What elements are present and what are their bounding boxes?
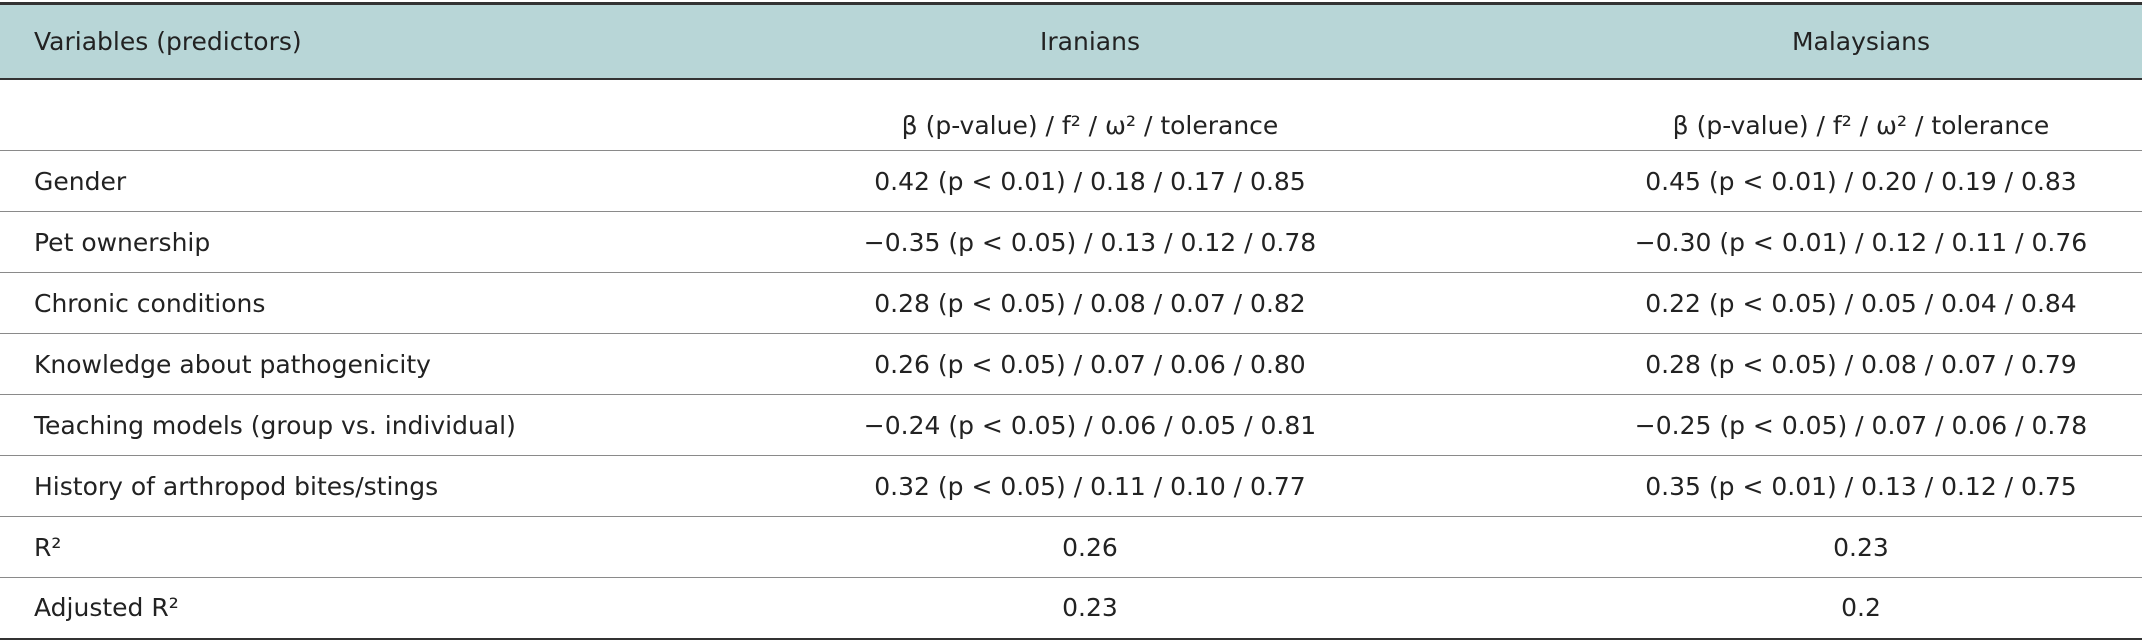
variable-cell: Gender — [34, 166, 127, 196]
table-row: Gender 0.42 (p < 0.01) / 0.18 / 0.17 / 0.… — [0, 150, 2142, 212]
variable-cell: Knowledge about pathogenicity — [34, 349, 431, 379]
value-cell: 0.23 — [1833, 532, 1889, 562]
table-row: Knowledge about pathogenicity 0.26 (p < 0… — [0, 333, 2142, 395]
value-cell: 0.45 (p < 0.01) / 0.20 / 0.19 / 0.83 — [1645, 166, 2077, 196]
table-row: Pet ownership −0.35 (p < 0.05) / 0.13 / 0… — [0, 211, 2142, 273]
value-cell: 0.28 (p < 0.05) / 0.08 / 0.07 / 0.82 — [874, 288, 1306, 318]
variable-cell: Pet ownership — [34, 227, 211, 257]
table-body: Gender 0.42 (p < 0.01) / 0.18 / 0.17 / 0.… — [0, 150, 2142, 639]
value-cell: −0.35 (p < 0.05) / 0.13 / 0.12 / 0.78 — [863, 227, 1317, 257]
value-cell: 0.23 — [1062, 593, 1118, 623]
table-row: Adjusted R² 0.23 0.2 — [0, 577, 2142, 639]
table-row: History of arthropod bites/stings 0.32 (p… — [0, 455, 2142, 517]
value-cell: 0.28 (p < 0.05) / 0.08 / 0.07 / 0.79 — [1645, 349, 2077, 379]
value-cell: 0.42 (p < 0.01) / 0.18 / 0.17 / 0.85 — [874, 166, 1306, 196]
subheader-row: β (p-value) / f² / ω² / tolerance β (p-v… — [0, 79, 2142, 151]
variable-cell: History of arthropod bites/stings — [34, 471, 439, 501]
variable-cell: R² — [34, 532, 62, 562]
variable-cell: Chronic conditions — [34, 288, 266, 318]
value-cell: −0.24 (p < 0.05) / 0.06 / 0.05 / 0.81 — [863, 410, 1317, 440]
variable-cell: Teaching models (group vs. individual) — [34, 410, 516, 440]
table-row: R² 0.26 0.23 — [0, 516, 2142, 578]
header-cell: Variables (predictors) — [34, 26, 302, 56]
value-cell: 0.26 (p < 0.05) / 0.07 / 0.06 / 0.80 — [874, 349, 1306, 379]
value-cell: 0.22 (p < 0.05) / 0.05 / 0.04 / 0.84 — [1645, 288, 2077, 318]
header-cell: Malaysians — [1791, 26, 1931, 56]
value-cell: −0.25 (p < 0.05) / 0.07 / 0.06 / 0.78 — [1634, 410, 2088, 440]
value-cell: 0.26 — [1062, 532, 1118, 562]
header-row: Variables (predictors) Iranians Malaysia… — [0, 3, 2142, 79]
variable-cell: Adjusted R² — [34, 593, 179, 623]
value-cell: 0.32 (p < 0.05) / 0.11 / 0.10 / 0.77 — [874, 471, 1306, 501]
empty-cell — [0, 79, 600, 151]
table-row: Teaching models (group vs. individual) −0… — [0, 394, 2142, 456]
header-cell: Iranians — [1040, 26, 1140, 56]
subheader-cell: β (p-value) / f² / ω² / tolerance — [901, 111, 1279, 141]
table-row: Chronic conditions 0.28 (p < 0.05) / 0.08… — [0, 272, 2142, 334]
value-cell: 0.2 — [1841, 593, 1881, 623]
value-cell: −0.30 (p < 0.01) / 0.12 / 0.11 / 0.76 — [1634, 227, 2088, 257]
subheader-cell: β (p-value) / f² / ω² / tolerance — [1672, 111, 2050, 141]
value-cell: 0.35 (p < 0.01) / 0.13 / 0.12 / 0.75 — [1645, 471, 2077, 501]
